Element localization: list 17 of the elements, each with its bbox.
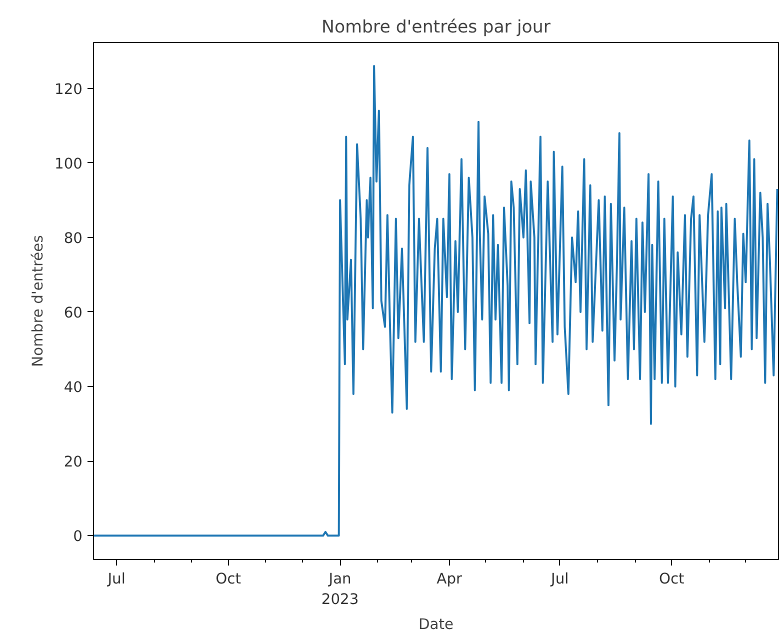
y-tick-label: 20 — [64, 454, 83, 471]
x-tick-label: Oct — [216, 570, 242, 588]
y-tick-label: 0 — [73, 528, 83, 546]
x-axis-title: Date — [418, 616, 454, 633]
y-tick-label: 100 — [54, 155, 83, 172]
y-axis-title: Nombre d'entrées — [30, 235, 47, 367]
x-tick-label: Oct — [658, 570, 685, 588]
y-tick-label: 60 — [64, 304, 83, 322]
y-tick-label: 80 — [64, 230, 83, 247]
y-tick-label: 120 — [54, 80, 83, 98]
x-tick-label: Jul — [550, 570, 569, 588]
line-series — [94, 64, 778, 537]
x-tick-label: Apr — [436, 570, 464, 588]
x-tick-label: Jan 2023 — [321, 570, 359, 608]
x-tick-label: Jul — [106, 570, 126, 588]
y-tick-label: 40 — [64, 379, 83, 396]
chart-title: Nombre d'entrées par jour — [322, 18, 552, 38]
